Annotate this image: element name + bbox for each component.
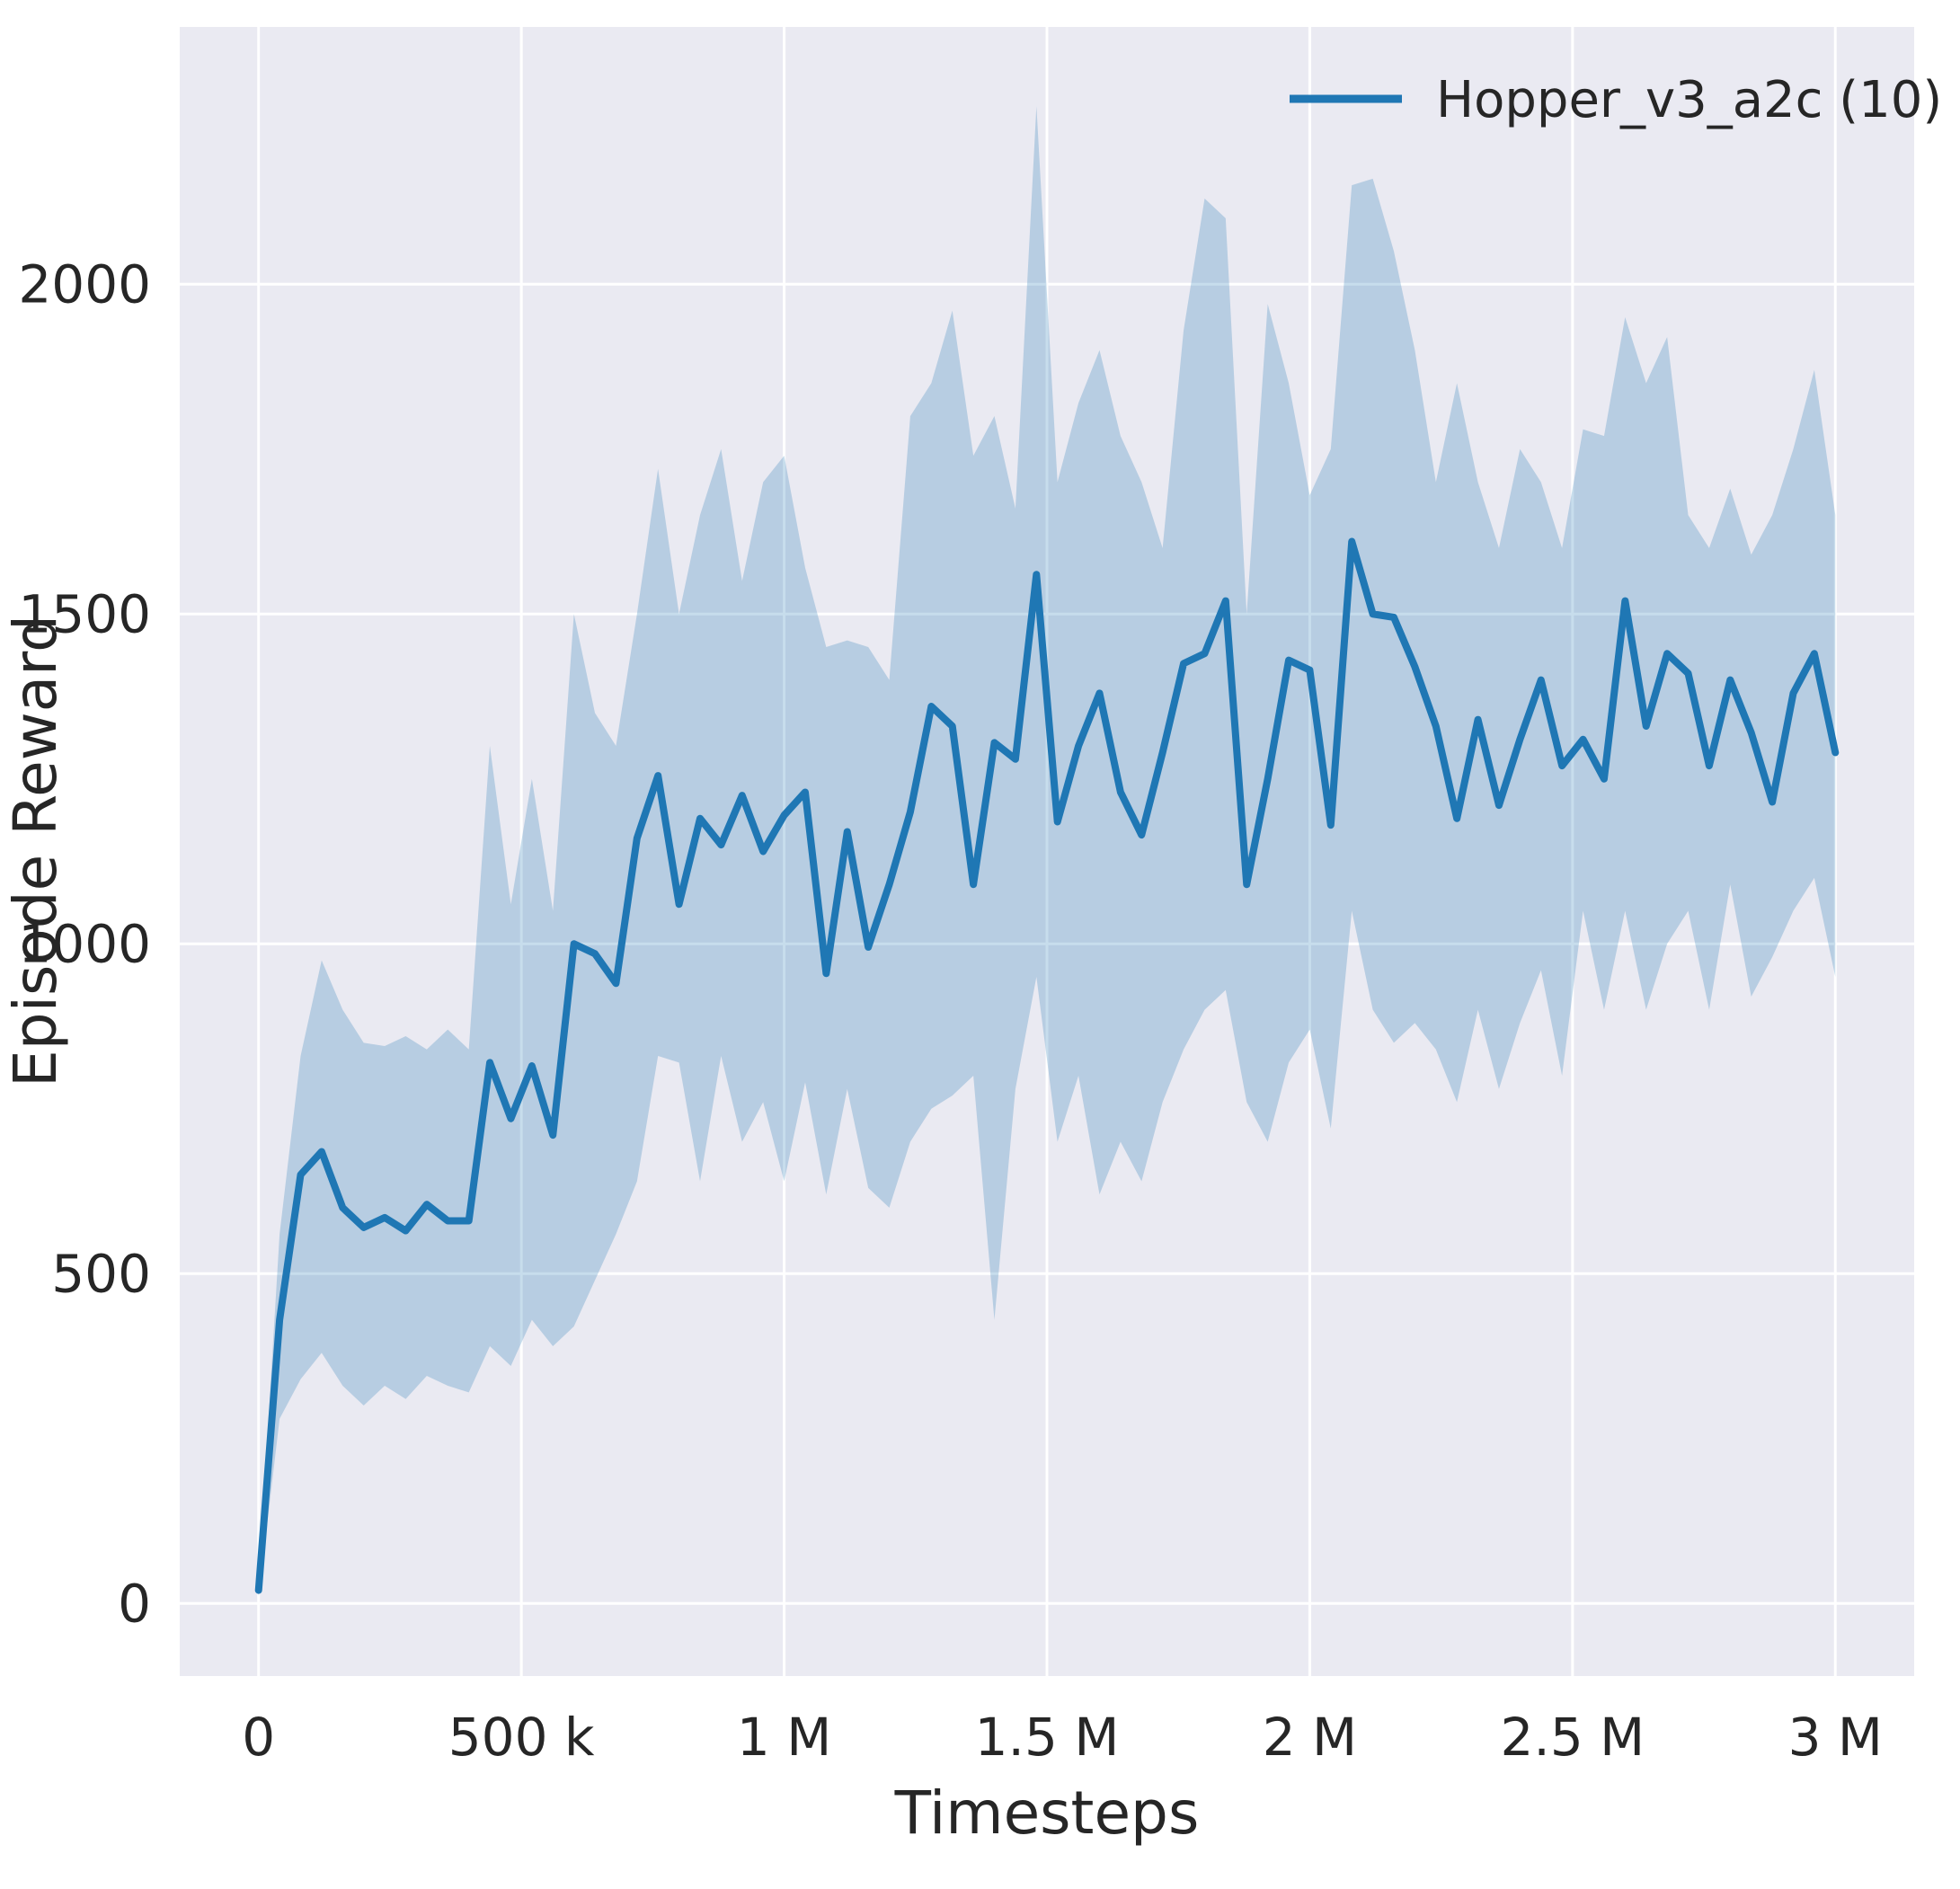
x-tick-label: 1 M bbox=[737, 1707, 831, 1768]
y-tick-label: 1500 bbox=[18, 583, 151, 644]
overlay: Timesteps Episode Reward Hopper_v3_a2c (… bbox=[1, 71, 1942, 1848]
y-tick-label: 500 bbox=[51, 1243, 151, 1304]
x-tick-label: 2 M bbox=[1263, 1707, 1357, 1768]
plot-layer: 0 500 k 1 M 1.5 M 2 M 2.5 M 3 M 0 500 1000 1500 200… bbox=[18, 27, 1914, 1768]
y-axis-label: Episode Reward bbox=[1, 615, 70, 1087]
x-axis-label: Timesteps bbox=[894, 1778, 1200, 1848]
x-tick-label: 500 k bbox=[448, 1707, 595, 1768]
y-tick-label: 1000 bbox=[18, 913, 151, 974]
legend-label: Hopper_v3_a2c (10) bbox=[1436, 71, 1942, 129]
mean-line bbox=[254, 537, 1840, 1594]
y-tick-label: 2000 bbox=[18, 253, 151, 315]
x-tick-label: 2.5 M bbox=[1500, 1707, 1645, 1768]
legend: Hopper_v3_a2c (10) bbox=[1290, 71, 1942, 129]
x-tick-label: 1.5 M bbox=[975, 1707, 1120, 1768]
confidence-band bbox=[258, 106, 1836, 1597]
x-tick-label: 0 bbox=[242, 1707, 275, 1768]
y-tick-label: 0 bbox=[118, 1573, 151, 1634]
x-tick-label: 3 M bbox=[1788, 1707, 1883, 1768]
